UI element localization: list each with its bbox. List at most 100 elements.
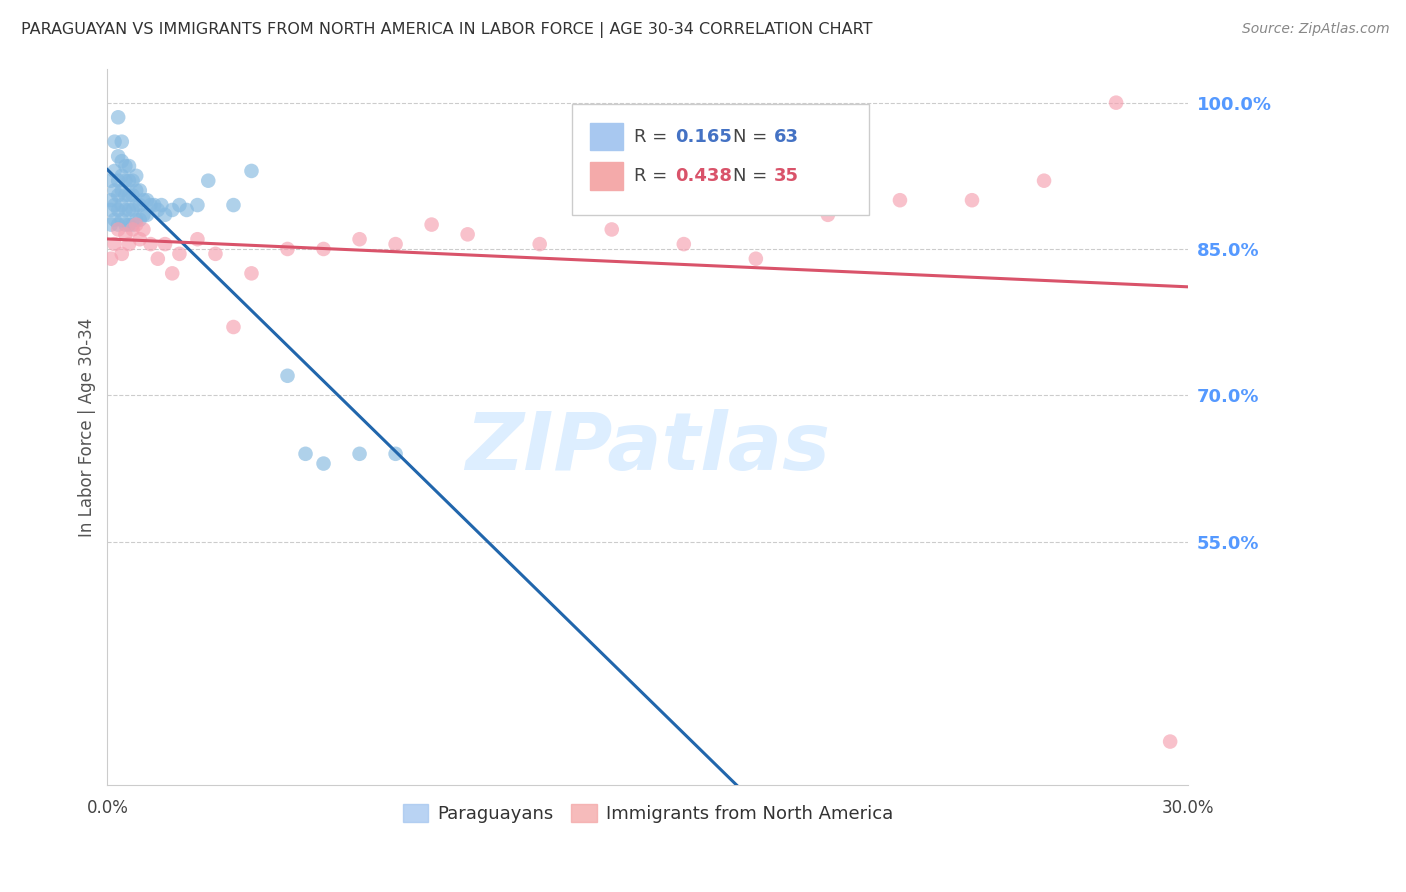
Point <box>128 232 150 246</box>
Point <box>118 159 141 173</box>
Point <box>114 188 136 202</box>
FancyBboxPatch shape <box>591 162 623 190</box>
Point <box>889 193 911 207</box>
Point <box>197 174 219 188</box>
Point <box>118 188 141 202</box>
Point <box>107 174 129 188</box>
Point <box>146 202 169 217</box>
Point <box>114 159 136 173</box>
Point <box>100 174 122 188</box>
Text: R =: R = <box>634 167 672 185</box>
Point <box>132 222 155 236</box>
Point <box>136 193 159 207</box>
Point <box>1159 734 1181 748</box>
Point <box>114 218 136 232</box>
Point <box>118 202 141 217</box>
Point <box>169 198 191 212</box>
Point <box>384 237 406 252</box>
Text: 0.438: 0.438 <box>675 167 731 185</box>
Point <box>240 266 263 280</box>
Point <box>121 222 143 236</box>
Point <box>118 218 141 232</box>
Point <box>111 212 134 227</box>
Point <box>107 202 129 217</box>
FancyBboxPatch shape <box>591 123 623 150</box>
Point <box>121 188 143 202</box>
Point <box>960 193 983 207</box>
Point <box>107 218 129 232</box>
Point <box>107 149 129 163</box>
Point <box>457 227 479 242</box>
Point <box>153 237 176 252</box>
Point <box>114 227 136 242</box>
Point <box>100 202 122 217</box>
Point <box>186 232 208 246</box>
FancyBboxPatch shape <box>572 104 869 216</box>
Point <box>100 252 122 266</box>
Text: N =: N = <box>733 167 773 185</box>
Y-axis label: In Labor Force | Age 30-34: In Labor Force | Age 30-34 <box>79 318 96 537</box>
Point <box>125 212 148 227</box>
Text: 63: 63 <box>775 128 799 145</box>
Point <box>276 368 298 383</box>
Text: R =: R = <box>634 128 672 145</box>
Point <box>103 135 125 149</box>
Point <box>125 184 148 198</box>
Point <box>103 198 125 212</box>
Point <box>186 198 208 212</box>
Point <box>745 252 768 266</box>
Point <box>349 447 371 461</box>
Point <box>111 247 134 261</box>
Point <box>114 202 136 217</box>
Point <box>312 457 335 471</box>
Point <box>103 164 125 178</box>
Point <box>103 237 125 252</box>
Point <box>121 202 143 217</box>
Point <box>160 202 183 217</box>
Point <box>176 202 198 217</box>
Point <box>107 188 129 202</box>
Point <box>103 212 125 227</box>
Point <box>150 198 173 212</box>
Point <box>276 242 298 256</box>
Text: 35: 35 <box>775 167 799 185</box>
Point <box>349 232 371 246</box>
Point <box>146 252 169 266</box>
Point <box>153 208 176 222</box>
Point <box>118 174 141 188</box>
Point <box>529 237 551 252</box>
Point <box>294 447 316 461</box>
Point <box>222 198 245 212</box>
Point <box>139 237 162 252</box>
Point <box>136 208 159 222</box>
Legend: Paraguayans, Immigrants from North America: Paraguayans, Immigrants from North Ameri… <box>395 797 900 830</box>
Text: Source: ZipAtlas.com: Source: ZipAtlas.com <box>1241 22 1389 37</box>
Point <box>132 208 155 222</box>
Point <box>139 198 162 212</box>
Point <box>128 212 150 227</box>
Point <box>100 193 122 207</box>
Point <box>128 184 150 198</box>
Point <box>222 320 245 334</box>
Point <box>1105 95 1128 110</box>
Text: 0.165: 0.165 <box>675 128 731 145</box>
Point <box>817 208 839 222</box>
Point <box>107 222 129 236</box>
Point <box>204 247 226 261</box>
Point <box>312 242 335 256</box>
Text: N =: N = <box>733 128 773 145</box>
Point <box>143 198 166 212</box>
Point <box>125 198 148 212</box>
Point <box>107 110 129 124</box>
Point <box>1033 174 1056 188</box>
Point <box>125 218 148 232</box>
Point <box>128 198 150 212</box>
Point <box>240 164 263 178</box>
Point <box>125 169 148 183</box>
Point <box>111 198 134 212</box>
Point <box>600 222 623 236</box>
Point <box>111 169 134 183</box>
Point <box>121 218 143 232</box>
Text: PARAGUAYAN VS IMMIGRANTS FROM NORTH AMERICA IN LABOR FORCE | AGE 30-34 CORRELATI: PARAGUAYAN VS IMMIGRANTS FROM NORTH AMER… <box>21 22 873 38</box>
Point <box>132 193 155 207</box>
